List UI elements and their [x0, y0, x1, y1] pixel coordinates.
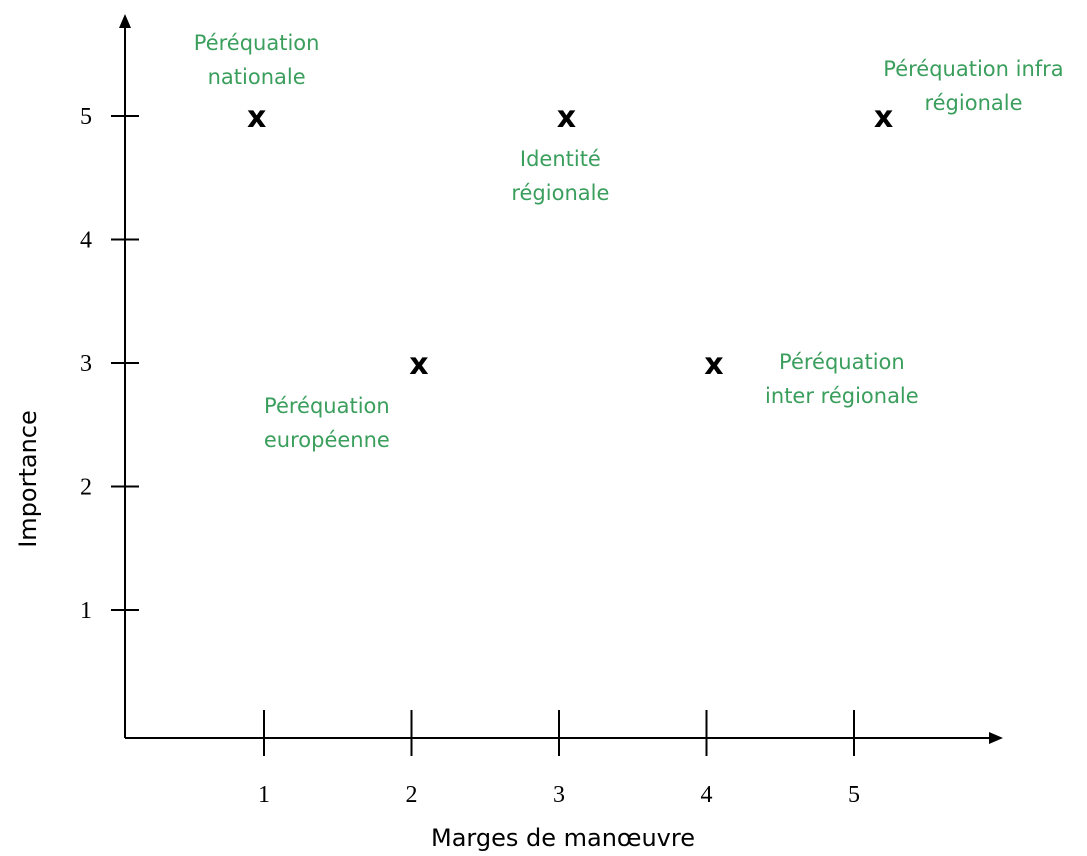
- data-point: x Péréquation inter régionale: [704, 347, 919, 408]
- data-point: x Péréquation nationale: [194, 31, 320, 135]
- x-axis-arrowhead: [989, 732, 1003, 744]
- y-tick-label: 5: [80, 104, 92, 130]
- point-marker: x: [409, 347, 428, 382]
- point-label: Péréquation infra régionale: [883, 57, 1063, 115]
- x-tick-label: 5: [848, 782, 860, 808]
- point-label: Péréquation inter régionale: [765, 350, 919, 408]
- point-label-line: inter régionale: [765, 384, 919, 408]
- y-tick-label: 3: [80, 351, 92, 377]
- point-label-line: nationale: [208, 65, 306, 89]
- point-label: Identité régionale: [511, 147, 609, 205]
- point-label-line: régionale: [924, 91, 1022, 115]
- point-marker: x: [704, 347, 723, 382]
- x-tick-label: 4: [701, 782, 713, 808]
- y-tick-label: 1: [80, 598, 92, 624]
- point-label-line: Identité: [520, 147, 601, 171]
- point-marker: x: [874, 100, 893, 135]
- y-ticks: 1 2 3 4 5: [80, 104, 139, 624]
- point-label-line: Péréquation: [779, 350, 905, 374]
- data-point: x Péréquation européenne: [264, 347, 429, 452]
- y-axis-arrowhead: [119, 14, 131, 28]
- x-ticks: 1 2 3 4 5: [258, 710, 860, 808]
- point-label-line: Péréquation: [194, 31, 320, 55]
- data-point: x Péréquation infra régionale: [874, 57, 1064, 135]
- data-point: x Identité régionale: [511, 100, 609, 205]
- y-tick-label: 2: [80, 475, 92, 501]
- x-tick-label: 2: [406, 782, 418, 808]
- point-label-line: régionale: [511, 181, 609, 205]
- point-marker: x: [247, 100, 266, 135]
- point-label-line: européenne: [264, 428, 390, 452]
- point-label: Péréquation nationale: [194, 31, 320, 89]
- point-label-line: Péréquation: [264, 394, 390, 418]
- x-axis-title: Marges de manœuvre: [431, 824, 695, 852]
- point-label: Péréquation européenne: [264, 394, 390, 452]
- x-tick-label: 1: [258, 782, 270, 808]
- point-marker: x: [557, 100, 576, 135]
- x-tick-label: 3: [553, 782, 565, 808]
- y-tick-label: 4: [80, 228, 92, 254]
- point-label-line: Péréquation infra: [883, 57, 1063, 81]
- y-axis-title: Importance: [14, 410, 42, 548]
